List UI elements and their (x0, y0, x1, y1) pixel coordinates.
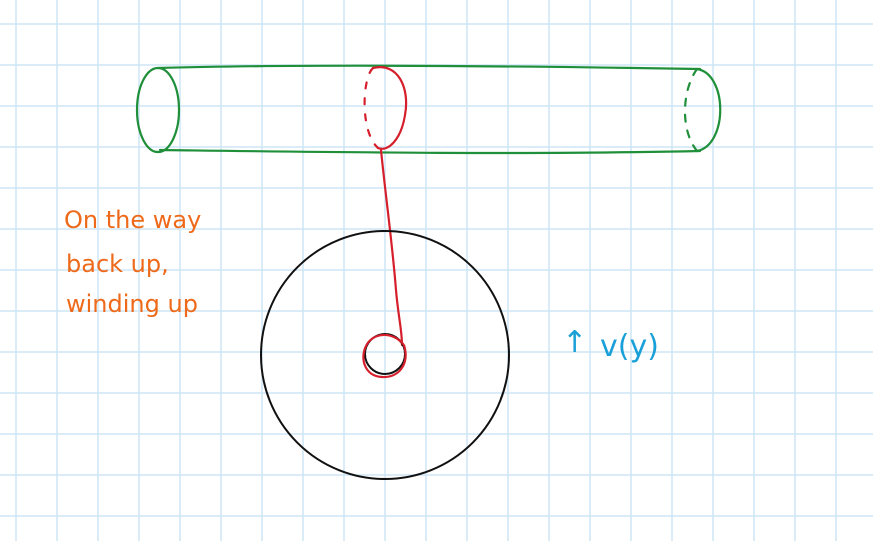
string-loop-hidden (363, 66, 380, 150)
annotation-line-3: winding up (66, 290, 198, 318)
wheel-disk (260, 230, 510, 480)
cylinder (135, 64, 722, 155)
cylinder-top-edge (156, 64, 702, 71)
annotation-line-2: back up, (66, 250, 169, 278)
annotation-line-1: On the way (64, 206, 201, 234)
string-wound-on-axle (362, 333, 407, 379)
string-loop-front (371, 66, 408, 150)
velocity-label: ↑ v(y) (562, 325, 659, 364)
string-segment (379, 148, 404, 347)
velocity-text: v(y) (600, 329, 659, 364)
string (363, 66, 408, 347)
cylinder-right-end-front (695, 67, 722, 153)
velocity-arrow-icon: ↑ (562, 325, 587, 360)
cylinder-right-end-hidden (683, 67, 699, 153)
annotation-note: On the way back up, winding up (64, 206, 201, 318)
cylinder-bottom-edge (158, 148, 702, 155)
